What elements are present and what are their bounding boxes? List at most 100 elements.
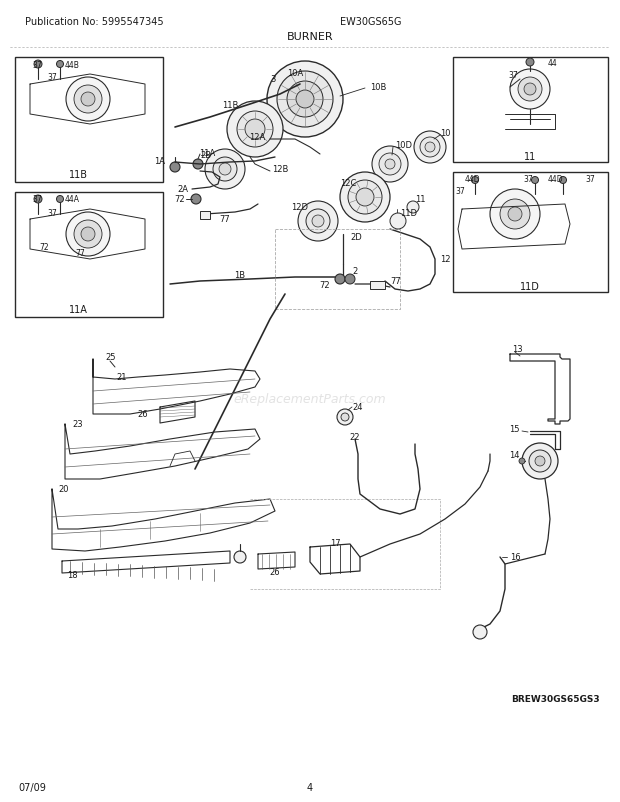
Circle shape <box>510 70 550 110</box>
Text: 15: 15 <box>510 425 520 434</box>
Circle shape <box>312 216 324 228</box>
Bar <box>15 58 163 183</box>
Text: 44: 44 <box>548 59 558 67</box>
Text: 1A: 1A <box>154 157 165 166</box>
Bar <box>200 212 210 220</box>
Text: 11A: 11A <box>199 148 215 157</box>
Text: 12D: 12D <box>291 203 308 213</box>
Text: 14: 14 <box>510 451 520 460</box>
Text: 10D: 10D <box>395 140 412 149</box>
Text: 37: 37 <box>585 176 595 184</box>
Circle shape <box>420 138 440 158</box>
Text: 16: 16 <box>510 553 521 561</box>
Text: EW30GS65G: EW30GS65G <box>340 17 402 27</box>
Text: 4: 4 <box>307 782 313 792</box>
Circle shape <box>519 459 525 464</box>
Circle shape <box>508 208 522 221</box>
Circle shape <box>170 163 180 172</box>
Text: 11B: 11B <box>222 100 238 109</box>
Bar <box>370 282 385 290</box>
Text: 25: 25 <box>105 353 115 362</box>
Text: 11: 11 <box>415 195 425 205</box>
Text: 12C: 12C <box>340 178 356 187</box>
Circle shape <box>473 626 487 639</box>
Text: 37: 37 <box>47 209 57 217</box>
Circle shape <box>296 91 314 109</box>
Text: 26: 26 <box>138 410 148 419</box>
Text: 37: 37 <box>508 71 518 79</box>
Text: 17: 17 <box>330 538 340 547</box>
Circle shape <box>287 82 323 118</box>
Circle shape <box>340 172 390 223</box>
Text: 21: 21 <box>117 373 127 382</box>
Circle shape <box>213 158 237 182</box>
Circle shape <box>407 202 419 214</box>
Text: 11A: 11A <box>69 305 87 314</box>
Circle shape <box>227 102 283 158</box>
Text: 44B: 44B <box>64 60 79 70</box>
Circle shape <box>345 274 355 285</box>
Text: BURNER: BURNER <box>286 32 334 42</box>
Text: 37: 37 <box>455 187 465 196</box>
Text: Publication No: 5995547345: Publication No: 5995547345 <box>25 17 164 27</box>
Circle shape <box>81 228 95 241</box>
Circle shape <box>385 160 395 170</box>
Circle shape <box>414 132 446 164</box>
Text: 11D: 11D <box>520 282 540 292</box>
Text: 10A: 10A <box>287 68 303 78</box>
Text: 12A: 12A <box>249 133 265 142</box>
Text: 72: 72 <box>174 195 185 205</box>
Circle shape <box>337 410 353 426</box>
Text: 10B: 10B <box>370 83 386 91</box>
Bar <box>453 58 608 163</box>
Text: 37: 37 <box>47 74 57 83</box>
Circle shape <box>56 196 63 203</box>
Text: 20: 20 <box>58 485 68 494</box>
Circle shape <box>306 210 330 233</box>
Text: 22: 22 <box>350 433 360 442</box>
Text: 12: 12 <box>440 255 451 264</box>
Circle shape <box>348 180 382 215</box>
Text: 11: 11 <box>524 152 536 162</box>
Text: 72: 72 <box>39 243 49 252</box>
Circle shape <box>74 221 102 249</box>
Text: 2B: 2B <box>200 150 211 160</box>
Circle shape <box>245 119 265 140</box>
Text: 37: 37 <box>523 176 533 184</box>
Text: 11D: 11D <box>400 209 417 217</box>
Circle shape <box>193 160 203 170</box>
Circle shape <box>267 62 343 138</box>
Text: 44D: 44D <box>464 176 480 184</box>
Circle shape <box>559 177 567 184</box>
Text: 44A: 44A <box>64 195 79 205</box>
Circle shape <box>524 84 536 96</box>
Circle shape <box>56 62 63 68</box>
Text: 77: 77 <box>390 277 401 286</box>
Circle shape <box>341 414 349 422</box>
Circle shape <box>531 177 539 184</box>
Circle shape <box>529 451 551 472</box>
Text: 3: 3 <box>270 75 276 84</box>
Circle shape <box>74 86 102 114</box>
Circle shape <box>298 202 338 241</box>
Circle shape <box>237 111 273 148</box>
Circle shape <box>34 196 42 204</box>
Text: 2: 2 <box>352 267 358 276</box>
Text: 77: 77 <box>75 248 85 257</box>
Text: 23: 23 <box>72 420 82 429</box>
Circle shape <box>191 195 201 205</box>
Text: 07/09: 07/09 <box>18 782 46 792</box>
Circle shape <box>379 154 401 176</box>
Text: 10: 10 <box>440 128 451 137</box>
Circle shape <box>66 78 110 122</box>
Circle shape <box>34 61 42 69</box>
Text: 13: 13 <box>512 345 523 354</box>
Circle shape <box>471 177 479 184</box>
Circle shape <box>390 214 406 229</box>
Text: 37: 37 <box>32 60 42 70</box>
Circle shape <box>81 93 95 107</box>
Text: 77: 77 <box>219 215 231 225</box>
Circle shape <box>522 444 558 480</box>
Bar <box>453 172 608 293</box>
Circle shape <box>205 150 245 190</box>
